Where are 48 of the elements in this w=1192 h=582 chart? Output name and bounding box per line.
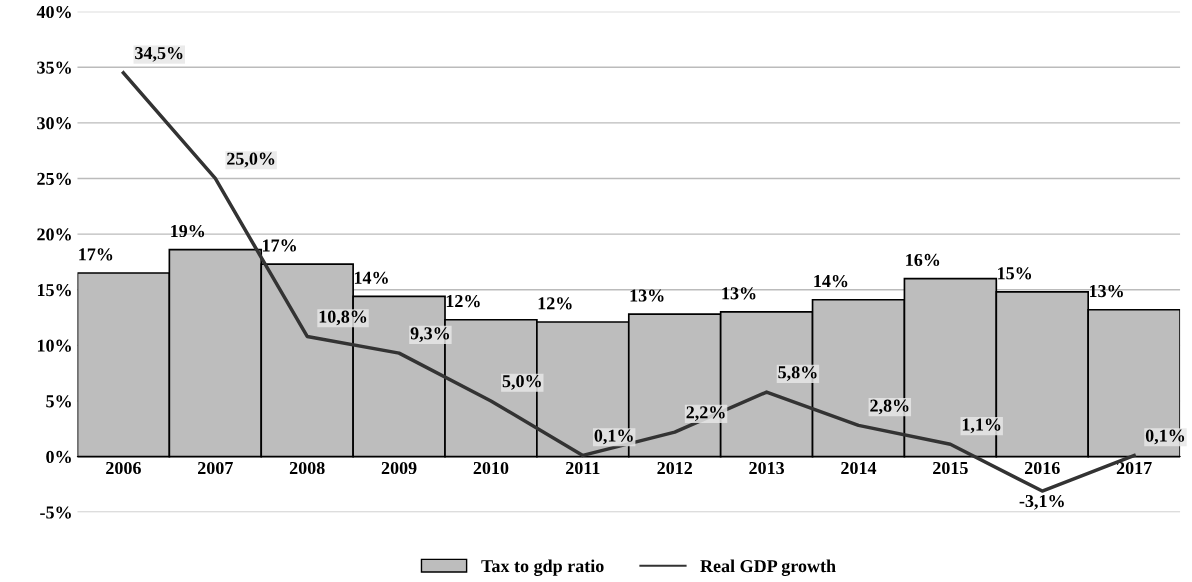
data-label: 1,1% bbox=[962, 418, 1001, 434]
y-tick-label: 40% bbox=[36, 5, 71, 19]
data-label: 13% bbox=[1089, 284, 1123, 298]
data-label: 9,3% bbox=[410, 327, 450, 343]
x-tick-label: 2006 bbox=[106, 461, 141, 475]
y-tick-label: 0% bbox=[46, 450, 71, 464]
x-tick-label: 2008 bbox=[289, 461, 325, 475]
data-label: -3,1% bbox=[1019, 494, 1064, 510]
x-tick-label: 2009 bbox=[381, 461, 417, 475]
data-label: 17% bbox=[79, 248, 113, 261]
data-label: 15% bbox=[998, 267, 1032, 280]
data-label: 0,1% bbox=[594, 429, 633, 445]
data-label: 10,8% bbox=[319, 310, 367, 326]
data-label: 34,5% bbox=[135, 46, 183, 62]
x-tick-label: 2016 bbox=[1024, 461, 1060, 475]
data-label: 5,0% bbox=[502, 375, 541, 390]
data-label: 2,2% bbox=[686, 406, 725, 422]
x-tick-label: 2013 bbox=[749, 461, 785, 475]
legend-label: Tax to gdp ratio bbox=[481, 559, 604, 576]
legend-label: Real GDP growth bbox=[700, 559, 836, 576]
data-label: 19% bbox=[171, 224, 205, 238]
x-tick-label: 2012 bbox=[657, 461, 692, 475]
y-tick-label: 5% bbox=[46, 395, 71, 408]
y-tick-label: 25% bbox=[37, 172, 71, 185]
y-tick-label: 20% bbox=[37, 228, 71, 241]
data-label: 0,1% bbox=[1145, 429, 1185, 445]
y-tick-label: 30% bbox=[37, 117, 71, 130]
data-label: 2,8% bbox=[870, 399, 909, 415]
data-label: 12% bbox=[538, 297, 572, 310]
x-tick-label: 2015 bbox=[933, 461, 968, 475]
data-label: 14% bbox=[814, 274, 848, 288]
y-tick-label: 10% bbox=[37, 339, 71, 352]
x-tick-label: 2011 bbox=[566, 461, 600, 475]
data-label: 17% bbox=[263, 239, 296, 252]
x-tick-label: 2007 bbox=[198, 461, 233, 475]
y-tick-label: -5% bbox=[40, 506, 71, 519]
data-label: 16% bbox=[906, 253, 940, 267]
y-tick-label: 15% bbox=[37, 283, 71, 297]
data-label: 14% bbox=[354, 271, 388, 284]
data-label: 12% bbox=[446, 294, 480, 308]
x-tick-label: 2010 bbox=[473, 461, 509, 475]
x-tick-label: 2014 bbox=[841, 461, 877, 475]
data-label: 5,8% bbox=[778, 366, 817, 381]
data-label: 13% bbox=[630, 289, 664, 302]
y-tick-label: 35% bbox=[37, 61, 71, 74]
data-label: 13% bbox=[722, 287, 756, 300]
x-tick-label: 2017 bbox=[1116, 461, 1152, 475]
data-label: 25,0% bbox=[227, 152, 275, 168]
